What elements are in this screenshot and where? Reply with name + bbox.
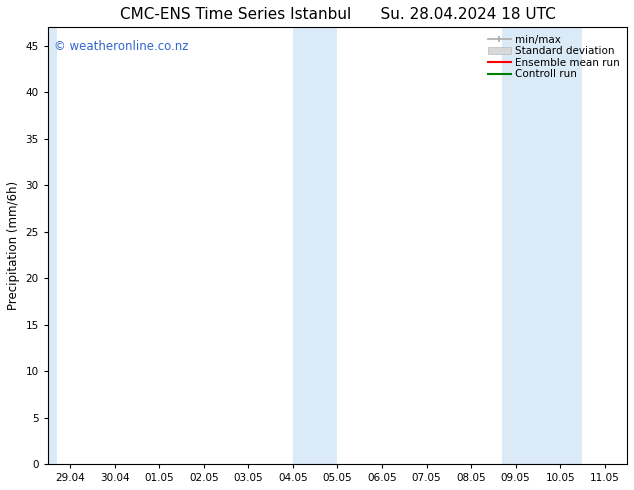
Text: © weatheronline.co.nz: © weatheronline.co.nz bbox=[53, 40, 188, 53]
Title: CMC-ENS Time Series Istanbul      Su. 28.04.2024 18 UTC: CMC-ENS Time Series Istanbul Su. 28.04.2… bbox=[120, 7, 555, 22]
Bar bbox=[502, 27, 583, 464]
Legend: min/max, Standard deviation, Ensemble mean run, Controll run: min/max, Standard deviation, Ensemble me… bbox=[486, 32, 622, 81]
Y-axis label: Precipitation (mm/6h): Precipitation (mm/6h) bbox=[7, 181, 20, 310]
Bar bbox=[48, 27, 56, 464]
Bar bbox=[293, 27, 337, 464]
